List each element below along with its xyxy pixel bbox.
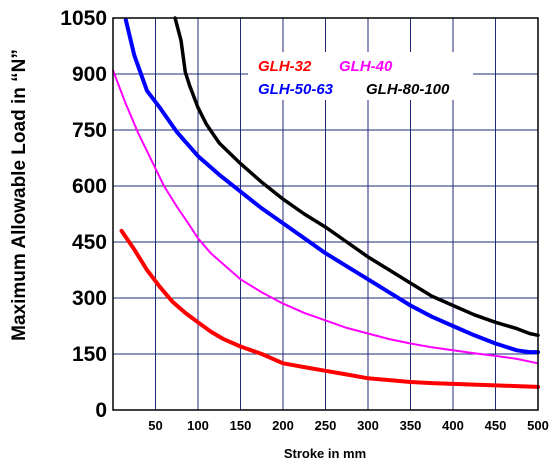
y-tick-label: 600 [72,175,107,198]
legend-label-glh-50-63: GLH-50-63 [258,81,334,98]
y-tick-label: 300 [72,287,107,310]
plot-frame [112,17,539,411]
x-tick-label: 200 [272,418,294,433]
legend-label-glh-80-100: GLH-80-100 [366,81,450,98]
x-tick-label: 500 [527,418,549,433]
series-lines [112,16,540,389]
x-axis-label: Stroke in mm [284,446,366,461]
y-tick-label: 150 [72,343,107,366]
y-tick-label: 0 [95,399,107,422]
x-tick-label: 450 [485,418,507,433]
x-tick-label: 400 [442,418,464,433]
x-tick-label: 350 [400,418,422,433]
y-tick-label: 1050 [60,7,107,30]
x-tick-label: 100 [187,418,209,433]
y-tick-labels: 0 150 300 450 600 750 900 1050 [60,7,107,422]
series-line-glh-50-63 [123,17,540,355]
x-tick-label: 150 [230,418,252,433]
series-line-glh-40 [112,69,539,365]
series-line-glh-32 [119,228,540,389]
x-tick-label: 250 [315,418,337,433]
x-tick-label: 50 [148,418,162,433]
y-tick-label: 900 [72,63,107,86]
y-axis-label: Maximum Allowable Load in “N” [9,49,30,341]
y-tick-label: 750 [72,119,107,142]
legend-background [248,52,473,100]
x-tick-labels: 50 100 150 200 250 300 350 400 450 500 [148,418,549,433]
x-tick-label: 300 [357,418,379,433]
legend-label-glh-32: GLH-32 [258,58,312,75]
y-tick-label: 450 [72,231,107,254]
legend-label-glh-40: GLH-40 [339,58,393,75]
legend: GLH-32 GLH-40 GLH-50-63 GLH-80-100 [248,52,473,100]
series-line-glh-80-100 [173,16,540,338]
